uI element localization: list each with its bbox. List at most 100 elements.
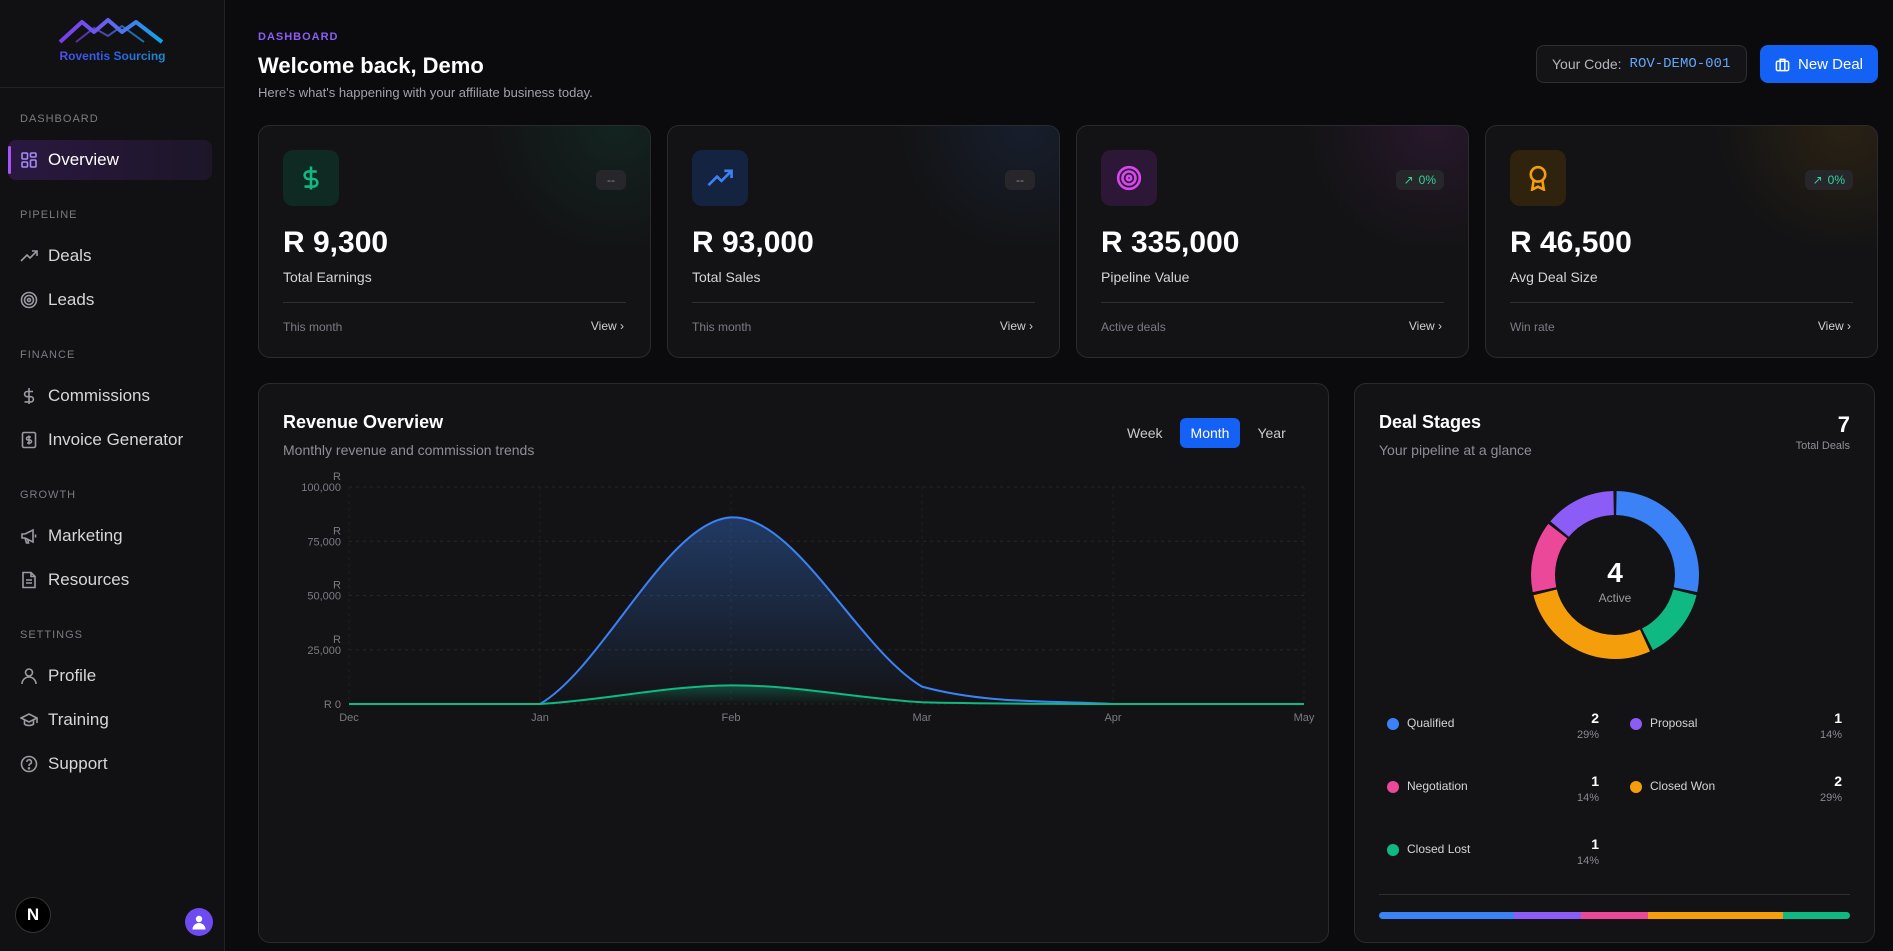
donut-slice-negotiation[interactable] [1531,523,1568,593]
legend-label: Proposal [1650,716,1698,730]
sidebar-item-deals[interactable]: Deals [8,236,212,276]
sidebar-item-label: Support [48,754,108,773]
total-deals-value: 7 [1837,412,1850,437]
chevron-right-icon: › [1438,319,1442,333]
section-label-growth: GROWTH [20,489,77,501]
section-label-finance: FINANCE [20,349,76,361]
series-area [349,685,1304,704]
legend-percent: 14% [1576,792,1599,804]
trend-badge: ↗ 0% [1804,170,1853,190]
donut-center-label: Active [1599,591,1632,605]
code-label: Your Code: [1552,56,1622,72]
sidebar-item-profile[interactable]: Profile [8,656,212,696]
view-link[interactable]: View › [1409,319,1442,333]
sidebar-item-overview[interactable]: Overview [8,140,212,180]
help-circle-icon [20,755,38,773]
legend-item-negotiation: Negotiation 1 14% [1379,773,1599,813]
tab-month[interactable]: Month [1179,418,1241,448]
sidebar-item-training[interactable]: Training [8,700,212,740]
view-link[interactable]: View › [1818,319,1851,333]
legend-item-closed-won: Closed Won 2 29% [1622,773,1842,813]
y-tick-label: R 75,000 [307,525,341,548]
sidebar-item-label: Invoice Generator [48,430,184,449]
total-deals-label: Total Deals [1795,440,1850,452]
legend-dot [1387,781,1399,793]
legend-dot [1630,781,1642,793]
sidebar-item-label: Profile [48,666,97,685]
legend-count: 2 [1591,710,1599,726]
arrow-up-right-icon: ↗ [1403,173,1414,187]
donut-slice-qualified[interactable] [1615,491,1699,593]
stat-footer: Active deals [1101,320,1166,334]
target-icon [1101,150,1157,206]
tab-week[interactable]: Week [1127,425,1163,441]
stage-distribution-bar [1379,912,1850,919]
legend-dot [1630,718,1642,730]
logo[interactable]: Roventis Sourcing [0,0,224,88]
legend-percent: 29% [1819,792,1842,804]
tab-year[interactable]: Year [1257,425,1286,441]
sidebar-item-label: Commissions [48,386,151,405]
target-icon [20,291,38,309]
sidebar-item-marketing[interactable]: Marketing [8,516,212,556]
period-tabs: Week Month Year [1116,418,1297,448]
dollar-icon [23,388,35,404]
grid-icon [21,152,37,168]
donut-slice-closed-lost[interactable] [1641,588,1697,650]
avatar[interactable] [185,908,213,936]
trend-badge: ↗ 0% [1395,170,1444,190]
stat-value: R 46,500 [1510,226,1632,259]
stage-bar-segment [1379,912,1514,919]
sidebar-item-resources[interactable]: Resources [8,560,212,600]
stat-label: Total Earnings [283,269,372,285]
file-icon [22,571,36,589]
x-tick-label: Apr [1104,712,1121,724]
sidebar-item-leads[interactable]: Leads [8,280,212,320]
legend-percent: 29% [1576,729,1599,741]
legend-item-qualified: Qualified 2 29% [1379,710,1599,750]
trend-badge-value: 0% [1418,173,1436,187]
n-badge[interactable]: N [15,897,51,933]
donut-slice-closed-won[interactable] [1533,589,1650,659]
donut-center-value: 4 [1607,557,1623,588]
total-deals: 7 Total Deals [1796,412,1850,452]
affiliate-code-box[interactable]: Your Code: ROV-DEMO-001 [1536,45,1747,83]
view-link[interactable]: View › [1000,319,1033,333]
stage-bar-segment [1782,912,1850,919]
revenue-chart: R 0 R 25,000 R 50,000 R 75,000 R 100,000 Dec Jan Fe… [301,471,1315,724]
legend-label: Negotiation [1407,779,1468,793]
arrow-up-right-icon: ↗ [1812,173,1823,187]
trend-badge-value: 0% [1827,173,1845,187]
legend-percent: 14% [1576,855,1599,867]
new-deal-button[interactable]: New Deal [1760,45,1878,83]
chevron-right-icon: › [1847,319,1851,333]
legend-item-closed-lost: Closed Lost 1 14% [1379,836,1599,876]
stage-bar-segment [1513,912,1581,919]
y-tick-label: R 0 [324,699,341,711]
dollar-icon [283,150,339,206]
legend-percent: 14% [1819,729,1842,741]
divider [692,302,1035,303]
view-link[interactable]: View › [591,319,624,333]
view-label: View [1817,319,1844,333]
section-label-settings: SETTINGS [20,629,84,641]
legend-item-proposal: Proposal 1 14% [1622,710,1842,750]
stat-card-avg-deal-size: ↗ 0% R 46,500 Avg Deal Size Win rate View… [1485,125,1878,358]
x-tick-label: Feb [722,712,741,724]
page-title: Welcome back, Demo [258,53,484,78]
mountain-logo-icon [58,18,164,44]
sidebar-item-invoice-generator[interactable]: Invoice Generator [8,420,212,460]
legend-count: 1 [1834,710,1842,726]
stage-bar-segment [1648,912,1783,919]
x-tick-label: May [1294,712,1315,724]
donut-slice-proposal[interactable] [1550,491,1615,538]
view-label: View [1408,319,1435,333]
legend-count: 1 [1591,836,1599,852]
sidebar-item-label: Training [48,710,109,729]
invoice-icon [21,431,37,449]
page-subtitle: Here's what's happening with your affili… [258,85,593,100]
view-label: View [590,319,617,333]
sidebar-item-commissions[interactable]: Commissions [8,376,212,416]
sidebar-item-support[interactable]: Support [8,744,212,784]
award-icon [1510,150,1566,206]
